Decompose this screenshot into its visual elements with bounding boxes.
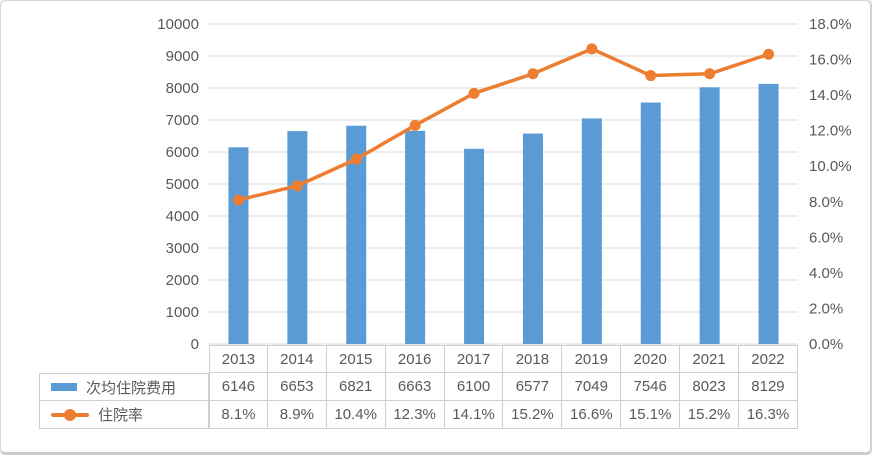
table-cell-rate-2021: 15.2% <box>680 401 740 429</box>
line-legend-marker-dot <box>64 408 76 421</box>
table-cell-rate-2019: 16.6% <box>562 401 622 429</box>
table-cell-cost-2022: 8129 <box>739 373 798 401</box>
left-axis-tick: 4000 <box>166 208 199 225</box>
line-marker-2014 <box>291 180 303 192</box>
table-cell-rate-2013: 8.1% <box>209 401 268 429</box>
bar-2014 <box>287 131 308 344</box>
table-cell-rate-2017: 14.1% <box>444 401 504 429</box>
bar-2022 <box>758 83 779 344</box>
table-cell-cost-2017: 6100 <box>444 373 504 401</box>
left-axis-tick: 3000 <box>166 240 199 257</box>
bar-2013 <box>228 147 249 344</box>
line-marker-2020 <box>645 70 657 82</box>
line-marker-2019 <box>586 43 598 55</box>
line-legend-swatch <box>51 408 89 421</box>
line-marker-2016 <box>409 119 421 131</box>
table-cell-rate-2015: 10.4% <box>326 401 386 429</box>
table-cell-rate-2014: 8.9% <box>267 401 327 429</box>
table-cell-year-2020: 2020 <box>621 345 681 373</box>
bar-series <box>228 83 779 344</box>
left-axis-tick-labels: 0 1000 2000 3000 4000 5000 6000 7000 8000 9000 100… <box>157 16 199 353</box>
table-cell-cost-2021: 8023 <box>680 373 740 401</box>
right-axis-tick: 2.0% <box>809 300 843 317</box>
right-axis-tick: 16.0% <box>809 52 852 69</box>
table-cell-rate-2020: 15.1% <box>621 401 681 429</box>
table-cell-year-2015: 2015 <box>326 345 386 373</box>
left-axis-tick: 7000 <box>166 112 199 129</box>
bar-2020 <box>640 102 661 344</box>
table-cell-rate-2016: 12.3% <box>385 401 445 429</box>
legend-item-bar: 次均住院费用 <box>39 373 209 401</box>
left-axis-tick: 8000 <box>166 80 199 97</box>
table-cell-year-2014: 2014 <box>267 345 327 373</box>
table-cell-cost-2014: 6653 <box>267 373 327 401</box>
left-axis-tick: 5000 <box>166 176 199 193</box>
table-cell-year-2018: 2018 <box>503 345 563 373</box>
bar-2015 <box>346 125 367 344</box>
table-cell-year-2013: 2013 <box>209 345 268 373</box>
line-marker-2021 <box>704 68 716 80</box>
table-cell-cost-2020: 7546 <box>621 373 681 401</box>
right-axis-tick: 18.0% <box>809 16 852 33</box>
right-axis-tick: 12.0% <box>809 123 852 140</box>
left-axis-tick: 0 <box>191 336 199 353</box>
bar-2017 <box>464 148 485 344</box>
table-cell-year-2019: 2019 <box>562 345 622 373</box>
right-axis-tick: 8.0% <box>809 194 843 211</box>
line-marker-2022 <box>763 48 775 60</box>
table-corner-blank <box>39 345 209 373</box>
right-axis-tick: 14.0% <box>809 87 852 104</box>
line-marker-2015 <box>350 153 362 165</box>
table-cell-cost-2015: 6821 <box>326 373 386 401</box>
left-axis-tick: 9000 <box>166 48 199 65</box>
table-cell-year-2022: 2022 <box>739 345 798 373</box>
table-cell-year-2021: 2021 <box>680 345 740 373</box>
table-cell-rate-2022: 16.3% <box>739 401 798 429</box>
table-cell-rate-2018: 15.2% <box>503 401 563 429</box>
left-axis-tick: 6000 <box>166 144 199 161</box>
line-marker-2013 <box>232 194 244 206</box>
line-path <box>236 47 771 202</box>
bar-2021 <box>699 87 720 344</box>
table-cell-year-2017: 2017 <box>444 345 504 373</box>
right-axis-tick: 6.0% <box>809 229 843 246</box>
table-cell-cost-2019: 7049 <box>562 373 622 401</box>
left-axis-tick: 1000 <box>166 304 199 321</box>
table-cell-cost-2013: 6146 <box>209 373 268 401</box>
left-axis-tick: 2000 <box>166 272 199 289</box>
table-cell-year-2016: 2016 <box>385 345 445 373</box>
right-axis-tick-labels: 0.0% 2.0% 4.0% 6.0% 8.0% 10.0% 12.0% 14.0% 16.0%… <box>809 16 852 353</box>
right-axis-tick: 0.0% <box>809 336 843 353</box>
bar-legend-swatch <box>51 383 77 391</box>
line-legend-label: 住院率 <box>98 407 144 424</box>
left-axis-tick: 10000 <box>157 16 199 33</box>
line-marker-2018 <box>527 68 539 80</box>
table-cell-cost-2018: 6577 <box>503 373 563 401</box>
bar-2019 <box>581 118 602 344</box>
legend-item-line: 住院率 <box>39 401 209 429</box>
bar-legend-label: 次均住院费用 <box>86 379 177 397</box>
right-axis-tick: 10.0% <box>809 158 852 175</box>
bar-2016 <box>405 130 426 344</box>
bar-2018 <box>522 133 543 344</box>
table-cell-cost-2016: 6663 <box>385 373 445 401</box>
line-marker-2017 <box>468 87 480 99</box>
data-table: 2013 2014 2015 2016 2017 2018 2019 2020 2021 2022… <box>39 345 798 429</box>
right-axis-tick: 4.0% <box>809 265 843 282</box>
line-series <box>232 43 775 206</box>
